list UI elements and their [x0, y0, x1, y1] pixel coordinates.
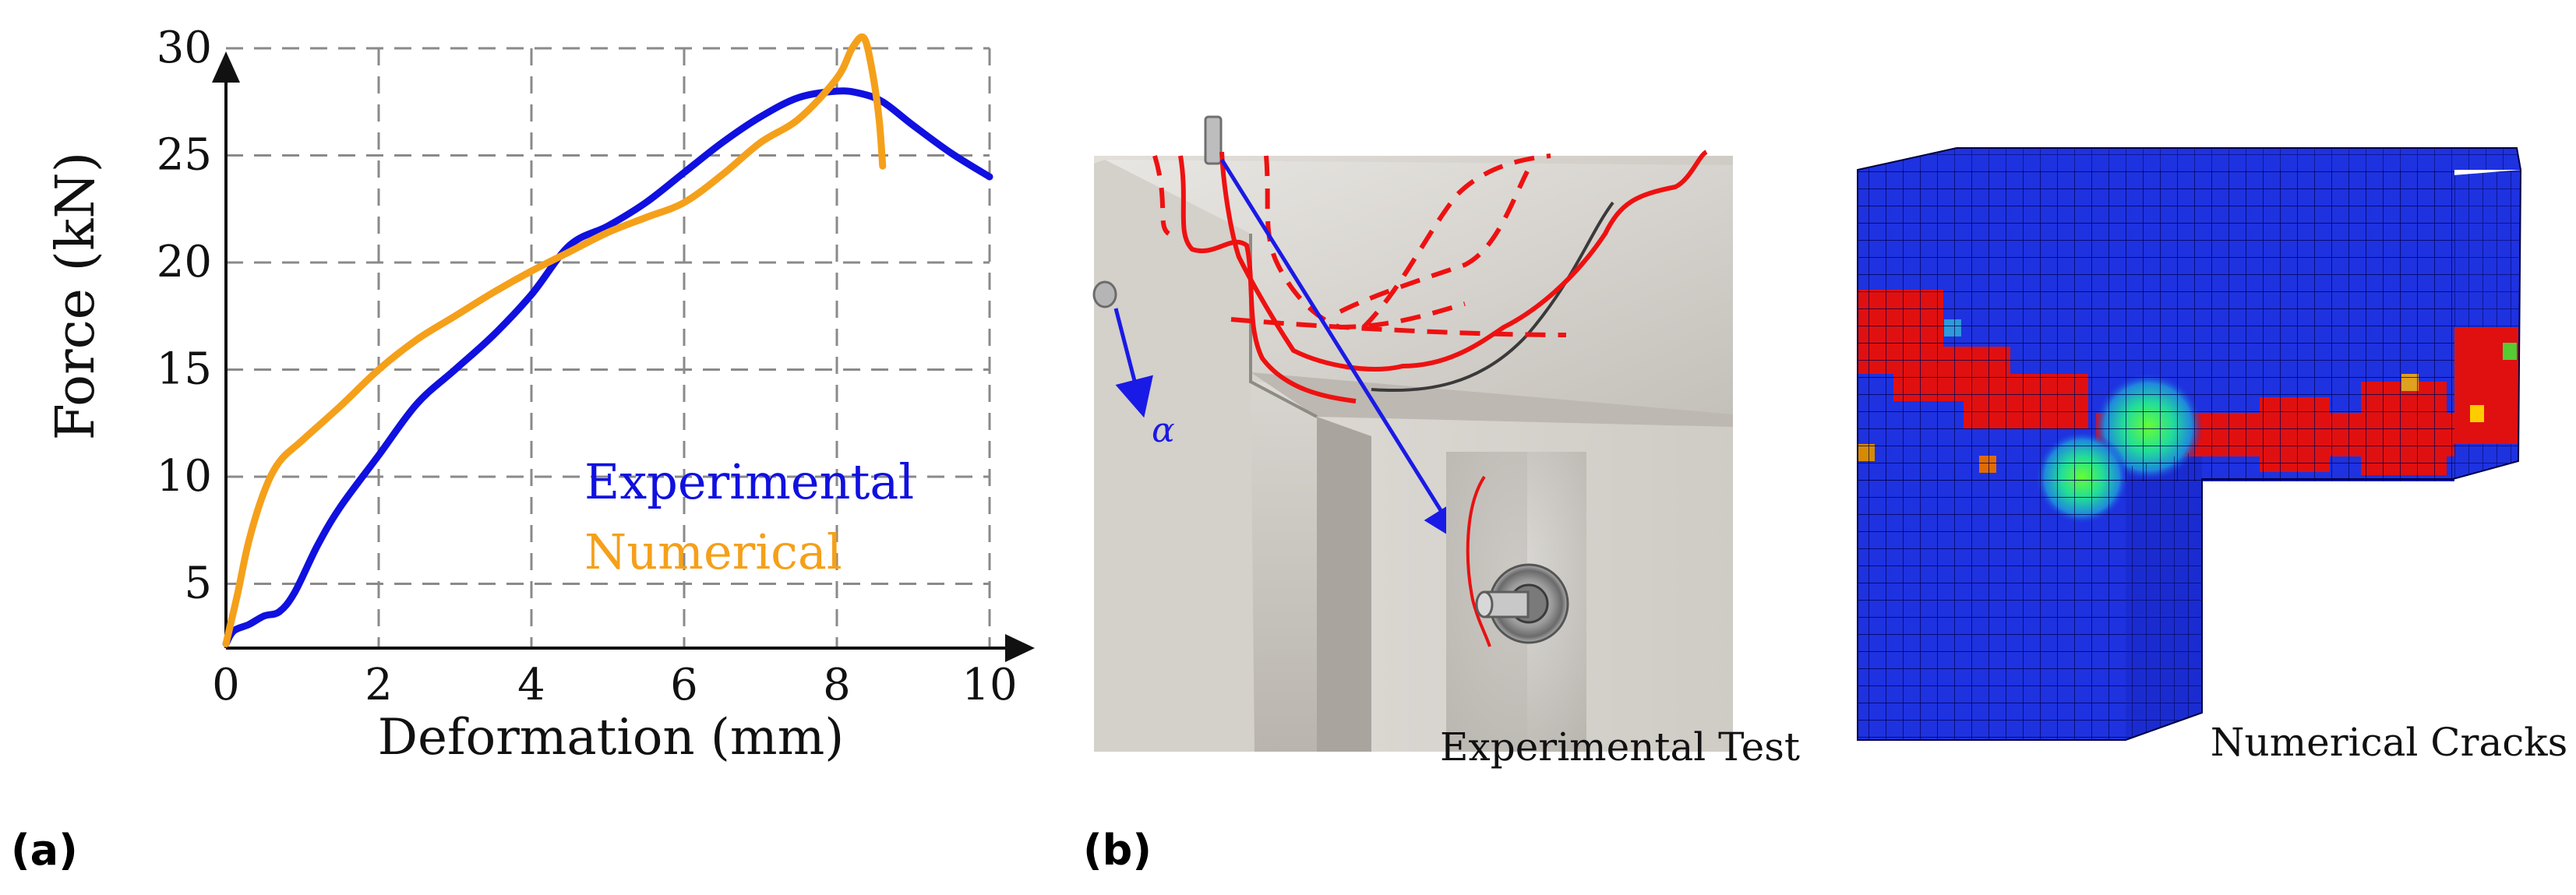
x-axis-arrowhead — [1005, 634, 1035, 662]
series-line-numerical — [222, 33, 887, 647]
y-tick-label-20: 20 — [157, 237, 212, 287]
y-axis-arrowhead — [212, 51, 240, 83]
crack-markings-dashed — [1152, 153, 1567, 337]
column-inner-face — [1251, 382, 1317, 752]
y-tick-label-15: 15 — [157, 344, 212, 395]
chart-axes — [212, 51, 1035, 662]
x-axis-label: Deformation (mm) — [378, 709, 844, 766]
alpha-direction-arrow — [1113, 308, 1153, 418]
series-line-experimental — [222, 87, 993, 647]
y-axis-label: Force (kN) — [45, 152, 107, 441]
x-tick-label-4: 4 — [517, 660, 545, 710]
experimental-photo: α Experimental Test — [1092, 115, 1800, 770]
concrete-column — [1094, 160, 1254, 752]
inset-closeup — [1446, 452, 1586, 752]
column-shadow — [1317, 417, 1371, 752]
top-anchor-bolt — [1204, 115, 1223, 165]
mesh-outline — [1857, 147, 2522, 741]
numerical-cracks-title: Numerical Cracks — [2211, 720, 2567, 765]
chart-grid — [226, 47, 991, 648]
y-tick-label-5: 5 — [184, 558, 212, 609]
chart-legend: Experimental Numerical — [584, 453, 914, 580]
x-tick-label-8: 8 — [823, 660, 851, 710]
y-tick-label-10: 10 — [157, 451, 212, 502]
legend-entry-numerical: Numerical — [584, 523, 842, 580]
beam-underside — [1251, 372, 1733, 427]
legend-entry-experimental: Experimental — [584, 453, 914, 510]
side-anchor-bolt — [1092, 280, 1117, 308]
experimental-test-title: Experimental Test — [1440, 724, 1800, 770]
x-tick-label-10: 10 — [962, 660, 1017, 710]
y-tick-label-25: 25 — [157, 130, 212, 181]
force-deformation-chart: 0 2 4 6 8 10 5 10 15 20 25 30 Deformation (mm) Forc… — [45, 23, 1035, 766]
panel-label-a: (a) — [11, 826, 78, 875]
numerical-mesh: Numerical Cracks — [1857, 147, 2567, 765]
crack-markings-solid — [1178, 150, 1708, 403]
x-tick-label-2: 2 — [365, 660, 393, 710]
x-tick-label-0: 0 — [212, 660, 240, 710]
chart-ticks: 0 2 4 6 8 10 5 10 15 20 25 30 — [157, 23, 1018, 710]
load-direction-arrow — [1219, 158, 1462, 544]
chart-series — [222, 33, 993, 647]
x-tick-label-6: 6 — [670, 660, 698, 710]
y-tick-label-30: 30 — [157, 23, 212, 73]
panel-label-b: (b) — [1083, 826, 1152, 875]
alpha-symbol: α — [1152, 411, 1175, 450]
